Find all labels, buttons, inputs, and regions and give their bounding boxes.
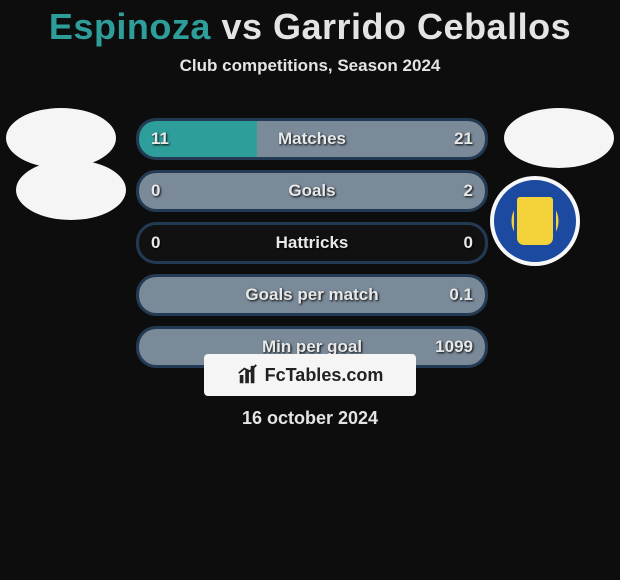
subtitle: Club competitions, Season 2024 xyxy=(0,56,620,76)
player1-avatar xyxy=(6,108,116,168)
stat-fill-right xyxy=(139,173,485,209)
stat-value-left: 11 xyxy=(139,121,181,157)
stat-value-left xyxy=(139,329,163,365)
stat-value-left xyxy=(139,277,163,313)
bar-chart-icon xyxy=(237,364,259,386)
stat-value-right: 21 xyxy=(442,121,485,157)
stat-bar: 0.1Goals per match xyxy=(136,274,488,316)
stat-value-right: 1099 xyxy=(423,329,485,365)
comparison-card: Espinoza vs Garrido Ceballos Club compet… xyxy=(0,0,620,580)
stat-label: Hattricks xyxy=(139,225,485,261)
stat-fill-right xyxy=(139,277,485,313)
brand-box: FcTables.com xyxy=(204,354,416,396)
stat-value-left: 0 xyxy=(139,173,172,209)
stat-value-right: 0 xyxy=(452,225,485,261)
stat-bar: 0 0Hattricks xyxy=(136,222,488,264)
player2-avatar xyxy=(504,108,614,168)
player2-name: Garrido Ceballos xyxy=(273,6,571,47)
vs-text: vs xyxy=(221,6,262,47)
stat-bar: 1121Matches xyxy=(136,118,488,160)
player2-club-badge xyxy=(490,176,580,266)
player1-club-avatar xyxy=(16,160,126,220)
title: Espinoza vs Garrido Ceballos xyxy=(0,0,620,48)
stat-value-right: 2 xyxy=(452,173,485,209)
brand-text: FcTables.com xyxy=(265,365,384,386)
player1-name: Espinoza xyxy=(49,6,211,47)
stats-container: 1121Matches02Goals00Hattricks0.1Goals pe… xyxy=(136,118,482,378)
stat-value-left: 0 xyxy=(139,225,172,261)
stat-value-right: 0.1 xyxy=(437,277,485,313)
club-badge-shield-icon xyxy=(514,194,556,248)
stat-bar: 02Goals xyxy=(136,170,488,212)
date-text: 16 october 2024 xyxy=(0,408,620,429)
